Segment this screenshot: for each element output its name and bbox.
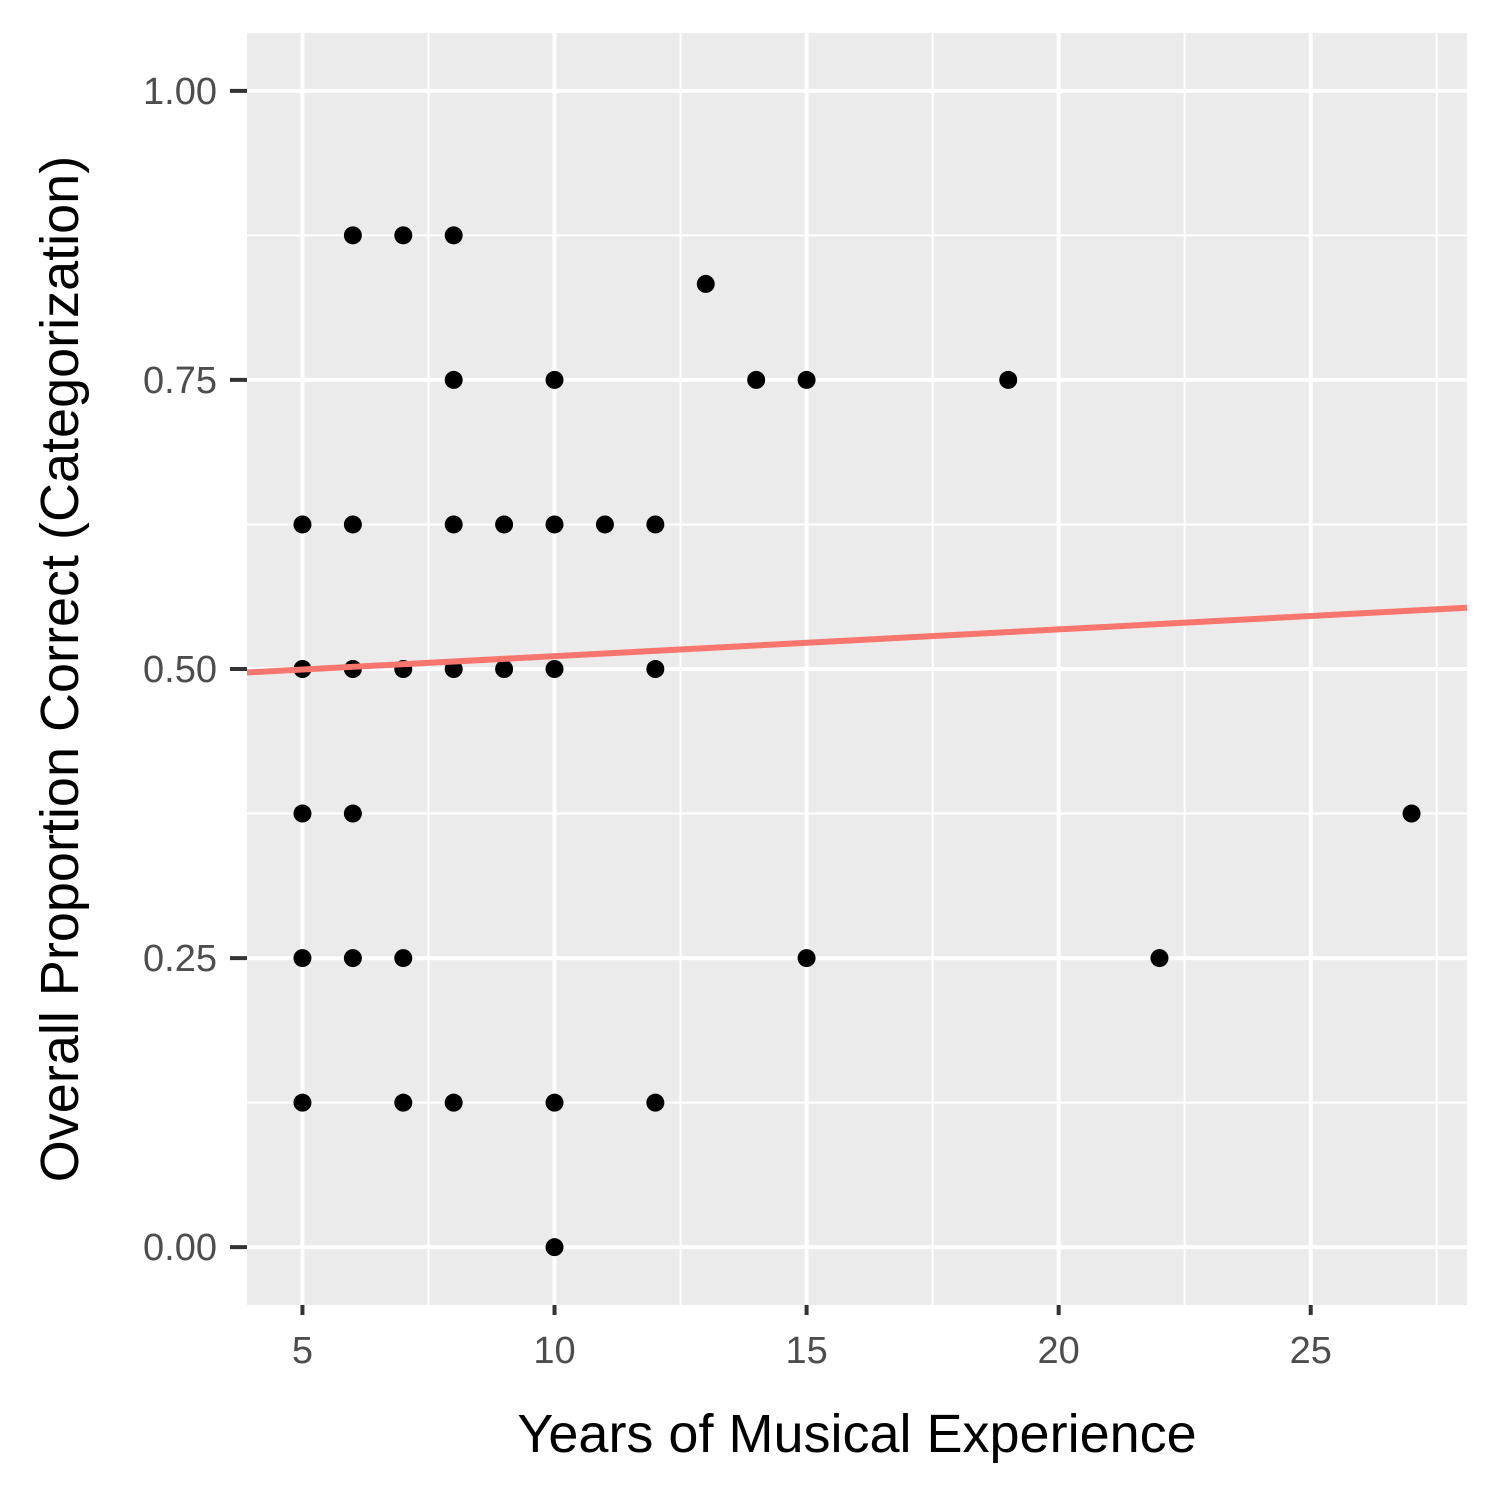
y-tick-label: 0.50 (143, 649, 217, 691)
data-point (545, 1238, 564, 1257)
data-point (797, 370, 816, 389)
x-tick-label: 20 (1038, 1330, 1080, 1372)
y-tick-label: 0.25 (143, 938, 217, 980)
x-tick-label: 25 (1290, 1330, 1332, 1372)
x-axis-title: Years of Musical Experience (517, 1404, 1196, 1464)
data-point (696, 274, 715, 293)
x-axis-ticks: 5 10 15 20 25 (292, 1305, 1332, 1372)
x-tick-label: 5 (292, 1330, 313, 1372)
y-tick-label: 1.00 (143, 71, 217, 113)
data-points (293, 226, 1421, 1257)
data-point (595, 515, 614, 534)
data-point (444, 370, 463, 389)
y-axis-title: Overall Proportion Correct (Categorizati… (30, 156, 90, 1182)
y-tick-label: 0.00 (143, 1227, 217, 1269)
data-point (394, 1093, 413, 1112)
data-point (495, 515, 514, 534)
data-point (999, 370, 1018, 389)
trend-line-group (246, 604, 1468, 676)
data-point (495, 660, 514, 678)
data-point (293, 804, 312, 823)
data-point (293, 949, 312, 968)
data-point (747, 370, 766, 389)
data-point (343, 949, 362, 968)
data-point (1150, 949, 1169, 968)
data-point (293, 515, 312, 534)
data-point (646, 660, 665, 678)
data-point (394, 226, 413, 245)
data-point (343, 226, 362, 245)
data-point (646, 1093, 665, 1112)
x-tick-label: 10 (533, 1330, 575, 1372)
data-point (646, 515, 665, 534)
x-tick-label: 15 (785, 1330, 827, 1372)
data-point (444, 1093, 463, 1112)
data-point (545, 515, 564, 534)
data-point (343, 804, 362, 823)
trend-line (246, 604, 1468, 676)
data-point (394, 949, 413, 968)
data-point (545, 660, 564, 678)
y-axis-ticks: 0.00 0.25 0.50 0.75 1.00 (143, 71, 247, 1269)
data-point (545, 1093, 564, 1112)
data-point (293, 1093, 312, 1112)
data-point (797, 949, 816, 968)
data-point (444, 515, 463, 534)
data-point (1402, 804, 1421, 823)
y-tick-label: 0.75 (143, 360, 217, 402)
data-point (343, 515, 362, 534)
data-point (444, 226, 463, 245)
data-point (545, 370, 564, 389)
